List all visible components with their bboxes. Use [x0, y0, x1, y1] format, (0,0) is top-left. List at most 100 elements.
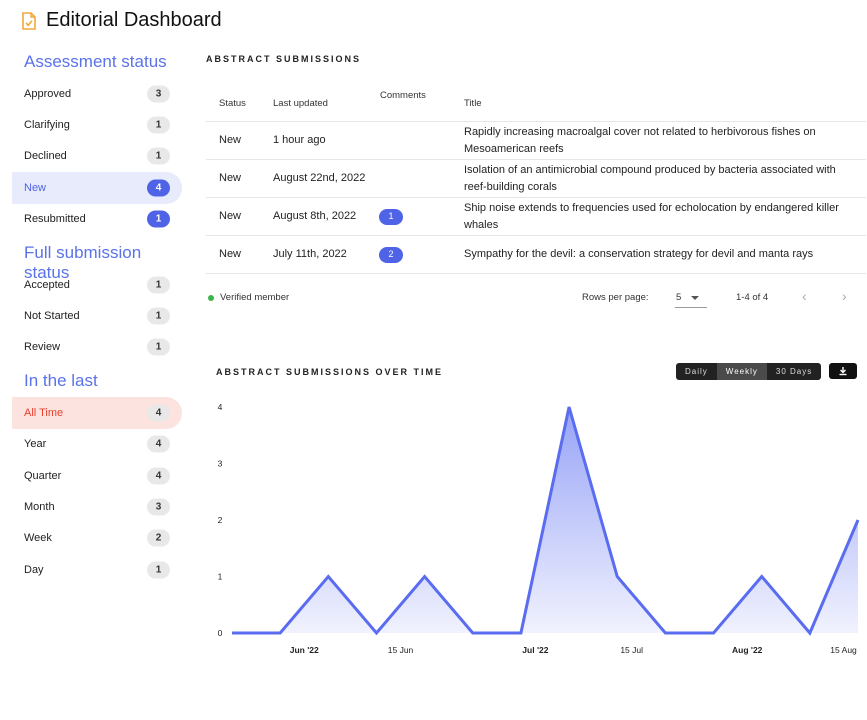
count-badge: 1	[147, 561, 170, 579]
count-badge: 4	[147, 179, 170, 197]
submissions-table: Status Last updated Comments Title New 1…	[206, 82, 866, 274]
sidebar-item-label: Year	[24, 438, 47, 451]
count-badge: 1	[147, 276, 170, 294]
sidebar-item-label: Review	[24, 341, 61, 354]
pagination-range: 1-4 of 4	[736, 292, 769, 303]
y-tick-label: 2	[218, 515, 223, 525]
submissions-over-time-chart: 0 1 2 3 4 Jun '22 15 Jun Jul '22 15 Jul Aug '22 15…	[218, 402, 860, 655]
row-last-updated: August 22nd, 2022	[273, 172, 366, 184]
app-header: Editorial Dashboard	[22, 9, 222, 32]
row-status: New	[219, 172, 242, 184]
x-tick-label: Aug '22	[732, 645, 763, 655]
full-submission-status-heading: Full submission status	[24, 242, 142, 282]
range-daily-button[interactable]: Daily	[685, 367, 708, 376]
sidebar-item-clarifying[interactable]: Clarifying 1	[12, 109, 182, 140]
x-tick-label: 15 Jun	[388, 645, 414, 655]
sidebar-item-declined[interactable]: Declined 1	[12, 141, 182, 172]
rows-per-page-value: 5	[676, 292, 682, 303]
rows-per-page-select[interactable]: 5	[675, 288, 707, 308]
count-badge: 2	[147, 529, 170, 547]
sidebar-item-accepted[interactable]: Accepted 1	[12, 269, 182, 300]
row-title[interactable]: Isolation of an antimicrobial compound p…	[464, 163, 836, 193]
sidebar-item-day[interactable]: Day 1	[12, 554, 182, 585]
range-30-days-button[interactable]: 30 Days	[775, 367, 813, 376]
row-last-updated: July 11th, 2022	[273, 248, 347, 260]
row-title[interactable]: Rapidly increasing macroalgal cover not …	[464, 125, 816, 155]
next-page-button[interactable]: ›	[842, 288, 847, 304]
count-badge: 1	[147, 210, 170, 228]
column-header-status[interactable]: Status	[219, 98, 246, 109]
count-badge: 4	[147, 404, 170, 422]
table-row[interactable]: New August 8th, 2022 1 Ship noise extend…	[206, 198, 866, 236]
x-tick-label: 15 Jul	[620, 645, 643, 655]
y-tick-label: 0	[218, 628, 223, 638]
abstract-submissions-title: ABSTRACT SUBMISSIONS	[206, 54, 362, 64]
sidebar-item-label: Declined	[24, 150, 67, 163]
y-tick-label: 1	[218, 572, 223, 582]
in-the-last-heading: In the last	[24, 371, 98, 391]
row-status: New	[219, 210, 242, 222]
sidebar-item-review[interactable]: Review 1	[12, 332, 182, 363]
x-tick-label: 15 Aug	[830, 645, 857, 655]
count-badge: 3	[147, 85, 170, 103]
x-tick-label: Jun '22	[290, 645, 319, 655]
row-comments: 1	[379, 208, 464, 225]
verified-member-label: Verified member	[220, 292, 290, 303]
series-line	[232, 406, 860, 636]
count-badge: 1	[147, 147, 170, 165]
column-header-title[interactable]: Title	[464, 98, 482, 109]
app-title: Editorial Dashboard	[46, 9, 222, 31]
count-badge: 1	[147, 338, 170, 356]
table-row[interactable]: New 1 hour ago Rapidly increasing macroa…	[206, 122, 866, 160]
y-tick-label: 4	[218, 402, 223, 412]
count-badge: 4	[147, 435, 170, 453]
count-badge: 4	[147, 467, 170, 485]
sidebar-item-label: All Time	[24, 406, 64, 419]
submissions-over-time-title: ABSTRACT SUBMISSIONS OVER TIME	[216, 367, 444, 377]
sidebar-item-label: Accepted	[24, 278, 70, 291]
document-check-icon	[22, 11, 36, 30]
x-tick-label: Jul '22	[522, 645, 548, 655]
table-footer: Verified member Rows per page: 5 1-4 of …	[206, 288, 866, 308]
sidebar-item-label: New	[24, 181, 47, 194]
table-row[interactable]: New July 11th, 2022 2 Sympathy for the d…	[206, 236, 866, 274]
verified-member-legend: Verified member	[208, 292, 289, 303]
comment-count-badge[interactable]: 2	[379, 246, 403, 263]
range-weekly-button[interactable]: Weekly	[716, 363, 767, 380]
row-comments: 2	[379, 246, 464, 263]
row-status: New	[219, 134, 242, 146]
sidebar-item-label: Week	[24, 532, 52, 545]
sidebar-item-all-time[interactable]: All Time 4	[12, 397, 182, 429]
count-badge: 3	[147, 498, 170, 516]
download-icon	[839, 367, 847, 376]
previous-page-button[interactable]: ‹	[802, 288, 807, 304]
table-header: Status Last updated Comments Title	[206, 82, 866, 122]
sidebar-item-year[interactable]: Year 4	[12, 429, 182, 460]
green-dot-icon	[208, 294, 214, 301]
sidebar-item-resubmitted[interactable]: Resubmitted 1	[12, 204, 182, 235]
sidebar-item-label: Approved	[24, 87, 72, 100]
sidebar-item-quarter[interactable]: Quarter 4	[12, 460, 182, 491]
row-last-updated: August 8th, 2022	[273, 210, 357, 222]
y-tick-label: 3	[218, 459, 223, 469]
row-status: New	[219, 248, 242, 260]
sidebar-item-week[interactable]: Week 2	[12, 523, 182, 554]
time-range-toggle: Daily Weekly 30 Days	[676, 363, 822, 380]
column-header-comments[interactable]: Comments	[380, 90, 426, 101]
sidebar-item-label: Month	[24, 500, 55, 513]
column-header-last-updated[interactable]: Last updated	[273, 98, 328, 109]
download-button[interactable]	[829, 363, 857, 379]
row-last-updated: 1 hour ago	[273, 134, 326, 146]
sidebar-item-label: Not Started	[24, 310, 80, 323]
row-title[interactable]: Ship noise extends to frequencies used f…	[464, 201, 839, 231]
table-row[interactable]: New August 22nd, 2022 Isolation of an an…	[206, 160, 866, 198]
sidebar-item-new[interactable]: New 4	[12, 172, 182, 204]
row-title[interactable]: Sympathy for the devil: a conservation s…	[464, 248, 814, 260]
count-badge: 1	[147, 307, 170, 325]
sidebar-item-month[interactable]: Month 3	[12, 491, 182, 522]
sidebar-item-not-started[interactable]: Not Started 1	[12, 300, 182, 331]
comment-count-badge[interactable]: 1	[379, 208, 403, 225]
sidebar-item-approved[interactable]: Approved 3	[12, 78, 182, 109]
sidebar-item-label: Clarifying	[24, 119, 70, 132]
count-badge: 1	[147, 116, 170, 134]
